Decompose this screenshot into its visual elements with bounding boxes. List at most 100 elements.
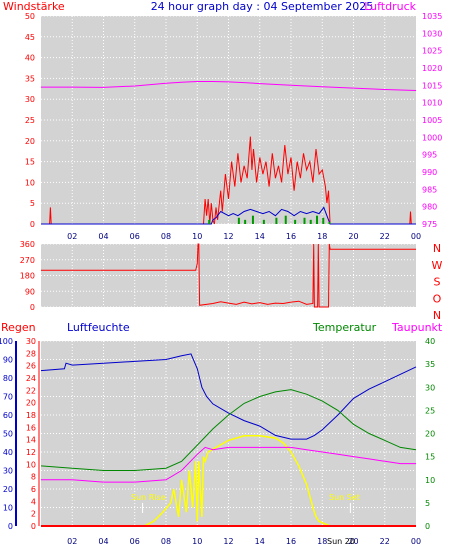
humidity-tick-label: 30 [3, 467, 13, 476]
time-tick-label: 14 [255, 232, 265, 241]
wind-tick-label: 35 [25, 74, 35, 83]
rain-tick-label: 16 [26, 423, 36, 432]
sunset-label: Sun Set [329, 493, 360, 502]
time-tick-label: 00 [411, 537, 421, 546]
wind-gust-bar [208, 219, 211, 224]
time-tick-label: 08 [161, 537, 171, 546]
chart-marks [40, 81, 417, 527]
rain-tick-label: 8 [31, 473, 36, 482]
direction-tick-label: 360 [20, 240, 35, 249]
rain-tick-label: 24 [26, 374, 36, 383]
wind-gust-bar [262, 219, 265, 224]
sunrise-label: Sun Rise [131, 493, 166, 502]
temperature-tick-label: 10 [425, 476, 435, 485]
wind-gust-bar [322, 217, 325, 224]
time-tick-label: 16 [286, 232, 296, 241]
wind-direction-line [41, 243, 416, 308]
direction-tick-label: 0 [30, 303, 35, 312]
direction-tick-label: 270 [20, 256, 35, 265]
rain-tick-label: 18 [26, 411, 36, 420]
grid-lines [41, 15, 416, 527]
temperature-axis-title: Temperatur [312, 321, 377, 334]
wind-gust-bar [328, 221, 331, 224]
time-tick-label: 14 [255, 537, 265, 546]
time-tick-label: 02 [67, 232, 77, 241]
time-tick-label: 06 [130, 537, 140, 546]
rain-tick-label: 4 [31, 497, 36, 506]
wind-gust-bar [316, 215, 318, 224]
dewpoint-line [41, 446, 416, 483]
time-tick-label: 08 [161, 232, 171, 241]
humidity-tick-label: 40 [3, 448, 13, 457]
temperature-tick-label: 40 [425, 337, 435, 346]
pressure-tick-label: 980 [422, 203, 437, 212]
temperature-line [40, 389, 417, 471]
time-tick-label: 12 [223, 537, 233, 546]
wind-tick-label: 50 [25, 12, 35, 21]
wind-average-line [41, 206, 416, 225]
temperature-tick-label: 30 [425, 383, 435, 392]
rain-tick-label: 12 [26, 448, 36, 457]
rain-tick-label: 30 [26, 337, 36, 346]
temperature-tick-label: 35 [425, 360, 435, 369]
temperature-tick-label: 25 [425, 406, 435, 415]
wind-gust-bar [309, 219, 312, 224]
time-tick-label: 04 [98, 232, 108, 241]
pressure-tick-label: 995 [422, 151, 437, 160]
time-tick-label: 20 [348, 537, 358, 546]
humidity-tick-label: 10 [3, 504, 13, 513]
rain-axis-title: Regen [1, 321, 36, 334]
rain-tick-label: 2 [31, 510, 36, 519]
sunset-time-label: Sun 20 [327, 537, 355, 546]
pressure-tick-label: 1020 [422, 64, 442, 73]
humidity-tick-label: 100 [0, 337, 13, 346]
rain-tick-label: 22 [26, 386, 36, 395]
rain-tick-label: 28 [26, 349, 36, 358]
pressure-tick-label: 1005 [422, 116, 442, 125]
wind-tick-label: 30 [25, 95, 35, 104]
humidity-tick-label: 70 [3, 393, 13, 402]
humidity-tick-label: 80 [3, 374, 13, 383]
compass-label: W [432, 259, 443, 272]
time-tick-label: 12 [223, 232, 233, 241]
temperature-tick-label: 0 [425, 522, 430, 531]
direction-tick-label: 90 [25, 287, 35, 296]
temperature-tick-label: 20 [425, 430, 435, 439]
wind-axis-title: Windstärke [3, 0, 65, 13]
pressure-tick-label: 975 [422, 220, 437, 229]
axis-labels: 5045403530252015105010351030102510201015… [0, 12, 443, 546]
pressure-tick-label: 1025 [422, 47, 442, 56]
time-tick-label: 22 [380, 232, 390, 241]
pressure-line [41, 81, 417, 91]
rain-tick-label: 0 [31, 522, 36, 531]
time-tick-label: 16 [286, 537, 296, 546]
humidity-line [40, 353, 417, 440]
humidity-tick-label: 0 [8, 522, 13, 531]
wind-gust-bar [251, 215, 254, 224]
wind-tick-label: 10 [25, 178, 35, 187]
wind-gust-bar [275, 217, 278, 224]
compass-label: N [433, 309, 441, 322]
rain-tick-label: 14 [26, 436, 36, 445]
pressure-tick-label: 1000 [422, 133, 442, 142]
temperature-tick-label: 15 [425, 453, 435, 462]
dewpoint-axis-title: Taupunkt [391, 321, 443, 334]
pressure-tick-label: 985 [422, 185, 437, 194]
pressure-tick-label: 1035 [422, 12, 442, 21]
time-tick-label: 02 [67, 537, 77, 546]
wind-tick-label: 20 [25, 137, 35, 146]
rain-tick-label: 26 [26, 362, 36, 371]
chart-title: 24 hour graph day : 04 September 2025 [151, 0, 374, 13]
time-tick-label: 22 [380, 537, 390, 546]
temperature-tick-label: 5 [425, 499, 430, 508]
wind-tick-label: 25 [25, 116, 35, 125]
time-tick-label: 18 [317, 537, 327, 546]
humidity-axis-title: Luftfeuchte [67, 321, 130, 334]
compass-label: O [433, 292, 442, 305]
direction-tick-label: 180 [20, 272, 35, 281]
wind-tick-label: 40 [25, 54, 35, 63]
wind-tick-label: 0 [30, 220, 35, 229]
wind-gust-bar [284, 215, 287, 224]
time-tick-label: 06 [130, 232, 140, 241]
